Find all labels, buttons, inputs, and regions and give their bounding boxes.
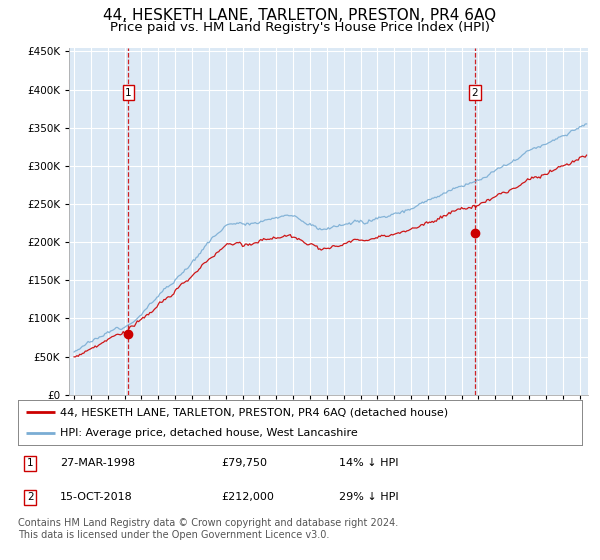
Text: £79,750: £79,750 — [221, 459, 267, 468]
Text: 1: 1 — [125, 88, 132, 98]
Text: 1: 1 — [27, 459, 34, 468]
Text: Price paid vs. HM Land Registry's House Price Index (HPI): Price paid vs. HM Land Registry's House … — [110, 21, 490, 34]
Text: 15-OCT-2018: 15-OCT-2018 — [60, 492, 133, 502]
Text: 2: 2 — [472, 88, 478, 98]
Text: 27-MAR-1998: 27-MAR-1998 — [60, 459, 136, 468]
Text: 44, HESKETH LANE, TARLETON, PRESTON, PR4 6AQ: 44, HESKETH LANE, TARLETON, PRESTON, PR4… — [103, 8, 497, 24]
Text: 2: 2 — [27, 492, 34, 502]
Text: 44, HESKETH LANE, TARLETON, PRESTON, PR4 6AQ (detached house): 44, HESKETH LANE, TARLETON, PRESTON, PR4… — [60, 408, 448, 418]
Text: £212,000: £212,000 — [221, 492, 274, 502]
Text: Contains HM Land Registry data © Crown copyright and database right 2024.
This d: Contains HM Land Registry data © Crown c… — [18, 518, 398, 540]
Text: 29% ↓ HPI: 29% ↓ HPI — [340, 492, 399, 502]
Text: HPI: Average price, detached house, West Lancashire: HPI: Average price, detached house, West… — [60, 428, 358, 438]
Text: 14% ↓ HPI: 14% ↓ HPI — [340, 459, 399, 468]
